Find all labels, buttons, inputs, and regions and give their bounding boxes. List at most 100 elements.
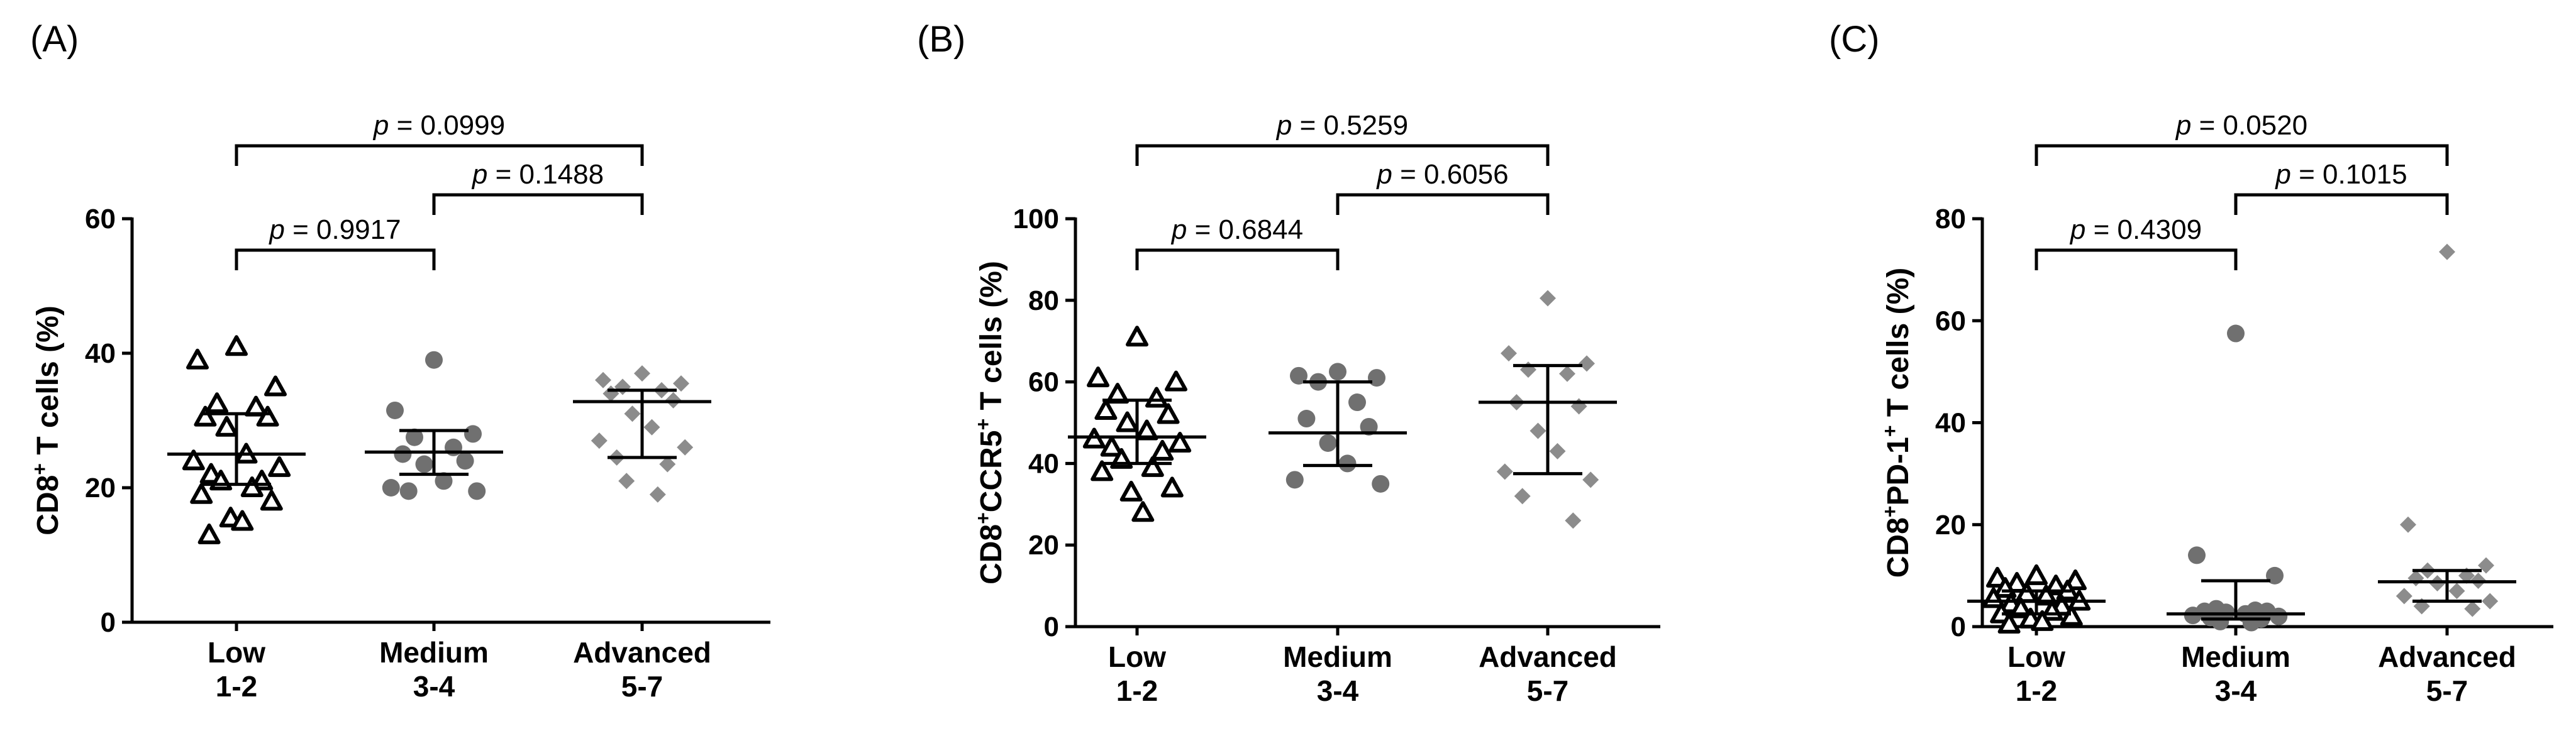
data-point-circle xyxy=(1290,366,1307,385)
category-range-label: 5-7 xyxy=(2426,674,2468,707)
data-point-triangle xyxy=(1091,460,1114,481)
data-point-triangle xyxy=(2031,610,2054,631)
data-point-triangle xyxy=(182,449,205,471)
data-point-triangle xyxy=(1131,501,1155,522)
data-point-triangle xyxy=(2009,597,2033,618)
category-label: Medium xyxy=(1283,640,1392,673)
data-point-triangle xyxy=(1169,431,1192,453)
y-tick-label: 20 xyxy=(1028,530,1059,561)
y-tick-label: 80 xyxy=(1028,285,1059,316)
data-point-diamond xyxy=(1549,442,1566,459)
data-point-triangle xyxy=(1126,326,1148,347)
data-point-triangle xyxy=(2025,564,2048,585)
data-point-diamond xyxy=(591,432,608,449)
data-point-triangle xyxy=(1141,456,1164,477)
category-range-label: 3-4 xyxy=(2215,674,2257,707)
data-point-triangle xyxy=(206,392,228,414)
category-label: Medium xyxy=(2181,640,2290,673)
significance-bracket xyxy=(1135,248,1340,270)
data-point-triangle xyxy=(268,456,291,477)
category-label: Advanced xyxy=(573,636,711,669)
data-point-diamond xyxy=(673,375,689,392)
data-point-circle xyxy=(1285,471,1304,489)
data-point-diamond xyxy=(618,473,635,490)
data-point-triangle xyxy=(1157,403,1180,424)
y-tick-label: 20 xyxy=(85,473,116,503)
category-label: Medium xyxy=(379,636,489,669)
data-point-triangle xyxy=(1165,370,1187,392)
data-point-triangle xyxy=(1100,436,1123,457)
y-axis-label: CD8+PD-1+ T cells (%) xyxy=(1879,268,1915,578)
data-point-triangle xyxy=(194,405,217,427)
data-point-diamond xyxy=(1530,422,1546,439)
significance-bracket xyxy=(235,248,436,270)
data-point-diamond xyxy=(2482,593,2499,610)
data-point-circle xyxy=(2242,613,2260,632)
category-label: Low xyxy=(1108,640,1166,673)
panel-label-c: (C) xyxy=(1829,19,1880,60)
data-point-triangle xyxy=(1116,411,1139,432)
significance-bracket xyxy=(2035,248,2238,270)
data-point-diamond xyxy=(1514,488,1531,505)
category-label: Low xyxy=(2007,640,2065,673)
data-point-triangle xyxy=(1160,476,1184,498)
category-label: Low xyxy=(208,636,265,669)
significance-bracket xyxy=(2234,193,2449,215)
data-point-circle xyxy=(1348,393,1366,412)
y-tick-label: 100 xyxy=(1013,204,1059,234)
p-value-label: p = 0.1488 xyxy=(471,159,604,190)
p-value-label: p = 0.0999 xyxy=(372,110,505,141)
data-point-diamond xyxy=(1579,355,1595,372)
data-point-diamond xyxy=(2439,243,2455,260)
data-point-diamond xyxy=(1565,512,1582,529)
data-point-diamond xyxy=(659,456,676,473)
data-point-triangle xyxy=(2045,574,2067,596)
y-tick-label: 0 xyxy=(101,607,116,638)
data-point-triangle xyxy=(1087,366,1109,388)
data-point-diamond xyxy=(2400,516,2416,533)
data-point-circle xyxy=(382,479,400,497)
y-axis-label: CD8+CCR5+ T cells (%) xyxy=(972,261,1008,585)
data-point-triangle xyxy=(264,375,287,397)
p-value-label: p = 0.6844 xyxy=(1170,214,1303,245)
data-point-diamond xyxy=(1501,345,1517,362)
data-point-triangle xyxy=(1145,387,1168,408)
data-point-diamond xyxy=(2448,583,2465,600)
data-point-triangle xyxy=(240,476,264,497)
data-point-triangle xyxy=(231,510,254,531)
data-point-diamond xyxy=(677,439,694,456)
data-point-diamond xyxy=(1570,398,1587,415)
data-point-circle xyxy=(425,351,443,369)
data-point-diamond xyxy=(595,371,611,388)
data-point-circle xyxy=(1297,410,1316,428)
significance-bracket xyxy=(432,193,644,215)
p-value-label: p = 0.6056 xyxy=(1375,159,1508,190)
data-point-diamond xyxy=(1582,471,1599,488)
p-value-label: p = 0.1015 xyxy=(2274,159,2407,190)
y-tick-label: 20 xyxy=(1935,510,1966,541)
data-point-circle xyxy=(456,452,474,470)
y-axis-label: CD8+ T cells (%) xyxy=(28,305,65,535)
data-point-triangle xyxy=(1997,612,2021,634)
data-point-circle xyxy=(394,445,412,463)
data-point-diamond xyxy=(1540,290,1556,307)
y-tick-label: 40 xyxy=(85,338,116,369)
data-point-diamond xyxy=(2464,600,2481,617)
panel-label-a: (A) xyxy=(30,19,79,60)
data-point-triangle xyxy=(197,523,221,544)
data-point-circle xyxy=(1360,417,1378,436)
p-value-label: p = 0.4309 xyxy=(2069,214,2202,245)
data-point-circle xyxy=(1319,434,1337,452)
category-range-label: 1-2 xyxy=(2016,674,2057,707)
y-tick-label: 60 xyxy=(85,204,116,234)
data-point-circle xyxy=(406,428,423,446)
significance-bracket xyxy=(2035,144,2449,166)
y-tick-label: 0 xyxy=(1951,612,1966,642)
y-tick-label: 40 xyxy=(1028,448,1059,479)
y-tick-label: 60 xyxy=(1935,305,1966,336)
data-point-diamond xyxy=(643,419,660,436)
data-point-diamond xyxy=(2396,588,2412,605)
category-label: Advanced xyxy=(1479,640,1617,673)
